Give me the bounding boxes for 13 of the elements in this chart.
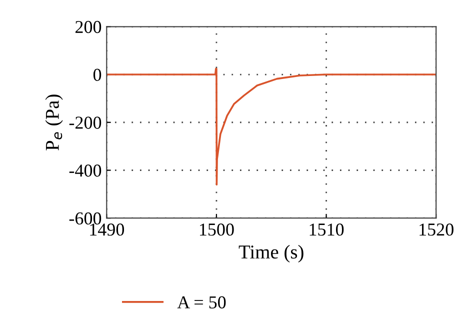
y-tick-label: -600 (69, 212, 102, 225)
y-tick-label: 0 (93, 68, 102, 81)
y-tick-label: 200 (76, 20, 102, 34)
x-tick-label: 1520 (420, 224, 454, 236)
x-tick-label: 1510 (310, 224, 344, 236)
x-tick-label: 1490 (90, 224, 124, 236)
line-series (106, 68, 436, 186)
x-tick-label: 1500 (200, 224, 234, 236)
y-axis-title: P$_{e}$ (Pa) (45, 94, 63, 150)
y-tick-label: -200 (69, 116, 102, 129)
x-axis-title: Time (s) (238, 244, 304, 263)
legend-label: A = 50 (177, 296, 226, 308)
y-tick-label: -400 (69, 164, 102, 177)
